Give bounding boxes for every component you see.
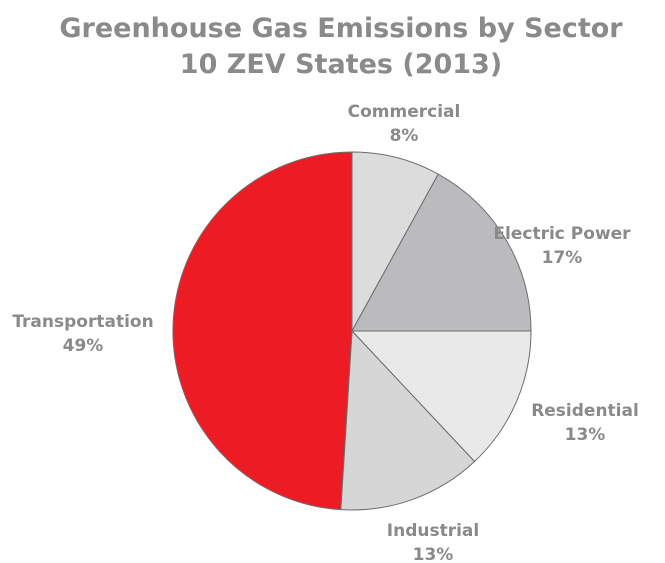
slice-value-electric-power: 17% [542,248,583,268]
slice-label-residential: Residential [531,401,639,421]
pie-slices [172,151,532,511]
slice-label-electric-power: Electric Power [493,224,631,244]
slice-value-residential: 13% [565,425,606,445]
chart-title-line-1: Greenhouse Gas Emissions by Sector [59,13,623,44]
pie-slice-electric-power [351,173,532,332]
slice-value-commercial: 8% [390,126,419,146]
pie-slice-transportation [172,151,353,511]
pie-slice-industrial [340,329,476,511]
slice-value-transportation: 49% [63,336,104,356]
pie-slice-residential [350,330,532,463]
slice-value-industrial: 13% [413,545,454,563]
slice-label-commercial: Commercial [348,102,461,122]
pie-slice-commercial [351,151,439,332]
slice-label-industrial: Industrial [387,521,479,541]
chart-title-line-2: 10 ZEV States (2013) [180,49,502,80]
slice-label-transportation: Transportation [12,312,153,332]
pie-labels: Commercial 8% Electric Power 17% Residential… [12,102,639,563]
